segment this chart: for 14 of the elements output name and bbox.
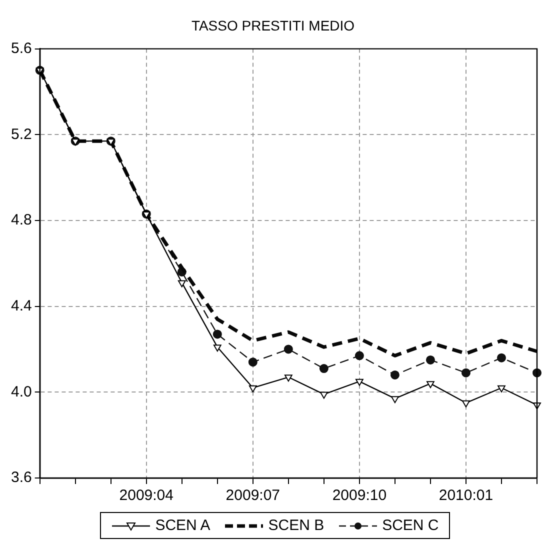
legend-label: SCEN C <box>382 517 439 534</box>
y-tick-label: 3.6 <box>10 469 32 486</box>
y-tick-label: 5.6 <box>10 40 32 57</box>
x-tick-label: 2009:10 <box>332 487 387 504</box>
x-tick-label: 2009:04 <box>119 487 174 504</box>
legend-label: SCEN A <box>155 517 210 534</box>
x-tick-label: 2009:07 <box>226 487 280 504</box>
x-tick-label: 2010:01 <box>438 487 494 504</box>
y-tick-label: 5.2 <box>10 126 32 143</box>
y-tick-label: 4.0 <box>10 383 32 400</box>
y-tick-label: 4.8 <box>10 212 32 229</box>
legend-label: SCEN B <box>268 517 324 534</box>
y-tick-label: 4.4 <box>10 297 32 314</box>
chart-title: TASSO PRESTITI MEDIO <box>191 17 355 34</box>
